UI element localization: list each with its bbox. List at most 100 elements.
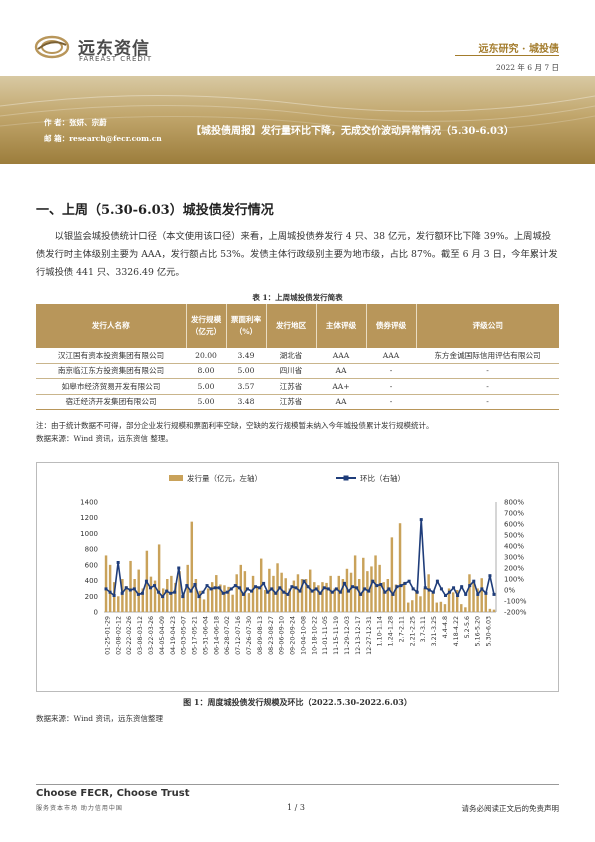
volume-bar [317, 585, 320, 612]
mom-point [161, 595, 165, 599]
y-right-tick-label: 100% [504, 576, 524, 584]
mom-point [330, 590, 334, 594]
mom-point [165, 589, 169, 593]
volume-bar [337, 575, 341, 612]
mom-point [464, 592, 468, 596]
x-tick-label: 02-22-02-26 [126, 616, 133, 655]
mom-point [213, 586, 217, 590]
mom-point [407, 579, 411, 583]
x-tick-label: 08-09-08-13 [257, 616, 264, 655]
cell: 江苏省 [266, 378, 316, 395]
volume-bar [406, 602, 410, 612]
cell: 8.00 [186, 363, 226, 379]
x-tick-label: 4.4-4.8 [442, 616, 449, 638]
cell: 南京临江东方投资集团有限公司 [36, 363, 186, 379]
mom-point [233, 584, 237, 588]
mom-point [439, 587, 443, 591]
volume-bar [492, 609, 496, 612]
volume-bar [276, 563, 279, 612]
volume-bar [382, 582, 385, 612]
mom-point [456, 594, 460, 597]
volume-bar [398, 523, 402, 612]
y-left-tick-label: 1400 [80, 499, 98, 507]
volume-bar [484, 592, 488, 612]
volume-bar [386, 579, 390, 612]
table-header-row: 发行人名称 发行规模（亿元） 票面利率（%） 发行地区 主体评级 债券评级 评级… [36, 304, 559, 348]
mom-point [157, 590, 161, 594]
volume-bar [447, 588, 451, 612]
volume-bar [472, 582, 475, 612]
mom-point [282, 590, 286, 594]
mom-point [140, 591, 144, 595]
mom-point [258, 586, 262, 590]
volume-bar [341, 579, 345, 612]
volume-bar [423, 588, 426, 612]
volume-bar [264, 590, 267, 612]
mom-point [116, 561, 120, 564]
x-tick-label: 08-23-08-27 [268, 616, 275, 655]
volume-bar [370, 566, 373, 612]
volume-bar [394, 584, 398, 612]
table-row: 宿迁经济开发集团有限公司 5.00 3.48 江苏省 AA - - [36, 394, 559, 410]
y-right-tick-label: 800% [504, 499, 524, 507]
mom-point [185, 584, 189, 588]
table-source: 数据来源：Wind 资讯，远东资信 整理。 [36, 434, 173, 443]
mom-point [144, 579, 148, 583]
email-line[interactable]: 邮 箱：research@fecr.com.cn [44, 134, 162, 143]
mom-point [448, 590, 452, 594]
mom-point [476, 592, 480, 596]
volume-bar [325, 582, 328, 612]
volume-bar [108, 564, 112, 612]
volume-bar [153, 580, 157, 612]
mom-point [443, 594, 447, 597]
y-left-tick-label: 600 [85, 561, 98, 569]
footer-subslogan: 服务资本市场 助力信用中国 [36, 805, 123, 812]
x-tick-label: 04-05-04-09 [159, 616, 166, 655]
cell: - [416, 363, 559, 379]
mom-point [245, 587, 249, 591]
volume-bar [476, 588, 479, 612]
mom-point [484, 591, 488, 595]
y-right-tick-label: -200% [504, 609, 527, 617]
volume-bar [121, 579, 124, 612]
volume-bar [223, 585, 226, 612]
mom-point [205, 584, 209, 588]
mom-point [403, 581, 407, 585]
cell: AAA [366, 348, 416, 364]
page-number: 1 / 3 [287, 803, 305, 812]
mom-point [314, 587, 318, 591]
volume-bar [349, 572, 353, 612]
header-cell: 发行人名称 [36, 304, 187, 348]
cell: 东方金诚国际信用评估有限公司 [416, 348, 559, 364]
mom-point [480, 587, 484, 591]
volume-bar [378, 564, 381, 612]
volume-bar [210, 582, 214, 612]
x-tick-label: 12-27-12-31 [366, 616, 373, 655]
mom-point [189, 589, 193, 593]
cell: AA [316, 363, 366, 379]
cell: - [366, 394, 416, 410]
volume-bar [149, 576, 153, 612]
volume-bar [300, 579, 304, 612]
volume-bar [272, 575, 275, 612]
y-left-tick-label: 1200 [80, 514, 98, 522]
volume-bar [455, 590, 459, 612]
report-date: 2022 年 6 月 7 日 [495, 63, 559, 72]
volume-bar [186, 564, 189, 612]
y-left-tick-label: 800 [85, 546, 98, 554]
mom-point [128, 588, 132, 592]
mom-point [262, 581, 266, 585]
cell: 江苏省 [266, 394, 316, 410]
x-tick-label: 03-08-03-12 [137, 616, 144, 655]
mom-point [153, 584, 157, 588]
mom-point [363, 587, 367, 591]
volume-bar [443, 604, 447, 612]
volume-bar [178, 571, 181, 612]
cell: 3.48 [226, 394, 266, 410]
mom-point [294, 586, 298, 590]
volume-bar [219, 584, 222, 612]
mom-point [371, 579, 375, 583]
mom-point [423, 586, 427, 590]
mom-point [431, 590, 435, 594]
volume-bar [104, 555, 108, 612]
